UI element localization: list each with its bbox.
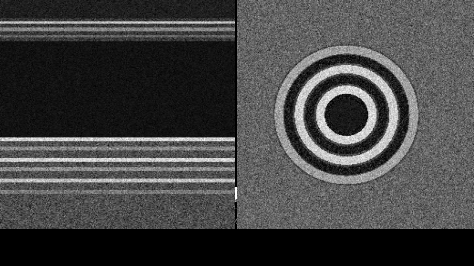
Text: Muscularis propna: Muscularis propna (254, 58, 324, 75)
Text: Normal Small Bowel: Normal Small Bowel (117, 183, 369, 203)
Text: Mucosa: Mucosa (70, 142, 99, 151)
Text: Submucosa: Submucosa (353, 70, 397, 90)
Text: Mucosa: Mucosa (276, 122, 305, 134)
Text: Transverse View: Transverse View (254, 38, 394, 53)
Text: Deep Mucosa/Muscularis: Deep Mucosa/Muscularis (78, 166, 173, 181)
Text: Deep Mucosa/Muscularis: Deep Mucosa/Muscularis (338, 132, 433, 147)
Text: Mucosa, Deep mucosa/Muscularis mucosa, Submucosa, Muscularis propria, Serosa: Mucosa, Deep mucosa/Muscularis mucosa, S… (127, 216, 474, 226)
Text: Longitudinal View: Longitudinal View (66, 38, 220, 53)
Text: •: • (70, 216, 76, 226)
Text: Submucosa: Submucosa (184, 141, 228, 153)
Text: Serosa: Serosa (125, 37, 151, 53)
Text: 5 Layers:: 5 Layers: (83, 216, 137, 226)
Text: Water: Water (121, 115, 144, 124)
Text: Serosa: Serosa (313, 49, 338, 65)
Text: Muscularis propria: Muscularis propria (166, 191, 237, 204)
